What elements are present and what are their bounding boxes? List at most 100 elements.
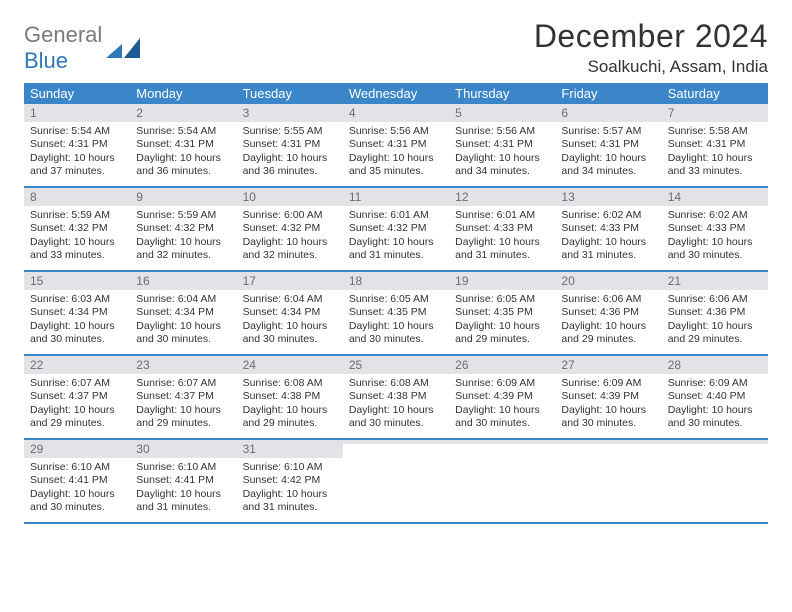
day-cell: 14Sunrise: 6:02 AMSunset: 4:33 PMDayligh… xyxy=(662,188,768,270)
sunset-text: Sunset: 4:41 PM xyxy=(30,474,124,487)
daylight-text: Daylight: 10 hours and 29 minutes. xyxy=(30,404,124,431)
day-cell xyxy=(343,440,449,522)
day-number: 5 xyxy=(449,104,555,122)
daylight-text: Daylight: 10 hours and 33 minutes. xyxy=(30,236,124,263)
weeks-container: 1Sunrise: 5:54 AMSunset: 4:31 PMDaylight… xyxy=(24,104,768,524)
sunset-text: Sunset: 4:31 PM xyxy=(243,138,337,151)
location-label: Soalkuchi, Assam, India xyxy=(534,57,768,77)
day-number: 25 xyxy=(343,356,449,374)
day-body: Sunrise: 5:54 AMSunset: 4:31 PMDaylight:… xyxy=(130,122,236,183)
day-cell: 10Sunrise: 6:00 AMSunset: 4:32 PMDayligh… xyxy=(237,188,343,270)
sunrise-text: Sunrise: 6:09 AM xyxy=(668,377,762,390)
day-cell: 2Sunrise: 5:54 AMSunset: 4:31 PMDaylight… xyxy=(130,104,236,186)
sunrise-text: Sunrise: 6:07 AM xyxy=(136,377,230,390)
day-body: Sunrise: 5:56 AMSunset: 4:31 PMDaylight:… xyxy=(343,122,449,183)
day-cell: 23Sunrise: 6:07 AMSunset: 4:37 PMDayligh… xyxy=(130,356,236,438)
sunrise-text: Sunrise: 6:03 AM xyxy=(30,293,124,306)
daylight-text: Daylight: 10 hours and 30 minutes. xyxy=(668,404,762,431)
day-cell: 3Sunrise: 5:55 AMSunset: 4:31 PMDaylight… xyxy=(237,104,343,186)
day-body: Sunrise: 5:59 AMSunset: 4:32 PMDaylight:… xyxy=(130,206,236,267)
sunset-text: Sunset: 4:31 PM xyxy=(30,138,124,151)
day-cell: 19Sunrise: 6:05 AMSunset: 4:35 PMDayligh… xyxy=(449,272,555,354)
sunset-text: Sunset: 4:35 PM xyxy=(455,306,549,319)
sunrise-text: Sunrise: 6:09 AM xyxy=(455,377,549,390)
sunrise-text: Sunrise: 6:08 AM xyxy=(349,377,443,390)
daylight-text: Daylight: 10 hours and 36 minutes. xyxy=(243,152,337,179)
day-cell: 31Sunrise: 6:10 AMSunset: 4:42 PMDayligh… xyxy=(237,440,343,522)
weekday-header: Monday xyxy=(130,83,236,104)
sunset-text: Sunset: 4:34 PM xyxy=(136,306,230,319)
day-cell: 17Sunrise: 6:04 AMSunset: 4:34 PMDayligh… xyxy=(237,272,343,354)
daylight-text: Daylight: 10 hours and 37 minutes. xyxy=(30,152,124,179)
weekday-header: Tuesday xyxy=(237,83,343,104)
day-body: Sunrise: 5:57 AMSunset: 4:31 PMDaylight:… xyxy=(555,122,661,183)
week-row: 29Sunrise: 6:10 AMSunset: 4:41 PMDayligh… xyxy=(24,440,768,524)
sunrise-text: Sunrise: 5:57 AM xyxy=(561,125,655,138)
daylight-text: Daylight: 10 hours and 29 minutes. xyxy=(136,404,230,431)
sunset-text: Sunset: 4:31 PM xyxy=(455,138,549,151)
day-cell: 9Sunrise: 5:59 AMSunset: 4:32 PMDaylight… xyxy=(130,188,236,270)
sunset-text: Sunset: 4:42 PM xyxy=(243,474,337,487)
day-body: Sunrise: 6:07 AMSunset: 4:37 PMDaylight:… xyxy=(24,374,130,435)
daylight-text: Daylight: 10 hours and 32 minutes. xyxy=(136,236,230,263)
sunset-text: Sunset: 4:36 PM xyxy=(561,306,655,319)
daylight-text: Daylight: 10 hours and 31 minutes. xyxy=(349,236,443,263)
day-number: 12 xyxy=(449,188,555,206)
logo-word-1: General xyxy=(24,22,102,47)
daylight-text: Daylight: 10 hours and 30 minutes. xyxy=(243,320,337,347)
day-cell: 12Sunrise: 6:01 AMSunset: 4:33 PMDayligh… xyxy=(449,188,555,270)
daylight-text: Daylight: 10 hours and 31 minutes. xyxy=(136,488,230,515)
weekday-header: Thursday xyxy=(449,83,555,104)
day-cell: 6Sunrise: 5:57 AMSunset: 4:31 PMDaylight… xyxy=(555,104,661,186)
day-number: 30 xyxy=(130,440,236,458)
sunrise-text: Sunrise: 5:58 AM xyxy=(668,125,762,138)
logo-word-2: Blue xyxy=(24,48,68,73)
day-body: Sunrise: 6:01 AMSunset: 4:32 PMDaylight:… xyxy=(343,206,449,267)
sunrise-text: Sunrise: 5:56 AM xyxy=(455,125,549,138)
sunset-text: Sunset: 4:31 PM xyxy=(136,138,230,151)
day-body: Sunrise: 6:02 AMSunset: 4:33 PMDaylight:… xyxy=(662,206,768,267)
day-number: 28 xyxy=(662,356,768,374)
sunset-text: Sunset: 4:32 PM xyxy=(243,222,337,235)
day-body: Sunrise: 6:08 AMSunset: 4:38 PMDaylight:… xyxy=(343,374,449,435)
weekday-header: Sunday xyxy=(24,83,130,104)
daylight-text: Daylight: 10 hours and 29 minutes. xyxy=(561,320,655,347)
day-number: 4 xyxy=(343,104,449,122)
day-number: 19 xyxy=(449,272,555,290)
sunset-text: Sunset: 4:32 PM xyxy=(349,222,443,235)
day-cell: 20 Sunrise: 6:06 AMSunset: 4:36 PMDayligh… xyxy=(555,272,661,354)
day-cell: 15Sunrise: 6:03 AMSunset: 4:34 PMDayligh… xyxy=(24,272,130,354)
sunrise-text: Sunrise: 6:06 AM xyxy=(561,293,655,306)
day-number: 8 xyxy=(24,188,130,206)
day-cell xyxy=(662,440,768,522)
day-cell: 13Sunrise: 6:02 AMSunset: 4:33 PMDayligh… xyxy=(555,188,661,270)
day-cell: 5 Sunrise: 5:56 AMSunset: 4:31 PMDaylight… xyxy=(449,104,555,186)
daylight-text: Daylight: 10 hours and 31 minutes. xyxy=(243,488,337,515)
day-number: 24 xyxy=(237,356,343,374)
sunset-text: Sunset: 4:31 PM xyxy=(668,138,762,151)
day-body: Sunrise: 5:55 AMSunset: 4:31 PMDaylight:… xyxy=(237,122,343,183)
daylight-text: Daylight: 10 hours and 30 minutes. xyxy=(30,488,124,515)
day-cell: 26Sunrise: 6:09 AMSunset: 4:39 PMDayligh… xyxy=(449,356,555,438)
day-number: 23 xyxy=(130,356,236,374)
day-number: 1 xyxy=(24,104,130,122)
day-number: 3 xyxy=(237,104,343,122)
title-block: December 2024 Soalkuchi, Assam, India xyxy=(534,18,768,77)
sunset-text: Sunset: 4:37 PM xyxy=(30,390,124,403)
daylight-text: Daylight: 10 hours and 35 minutes. xyxy=(349,152,443,179)
sunrise-text: Sunrise: 6:04 AM xyxy=(243,293,337,306)
daylight-text: Daylight: 10 hours and 34 minutes. xyxy=(561,152,655,179)
day-number: 20 xyxy=(555,272,661,290)
sunrise-text: Sunrise: 6:10 AM xyxy=(243,461,337,474)
daylight-text: Daylight: 10 hours and 34 minutes. xyxy=(455,152,549,179)
day-number: 7 xyxy=(662,104,768,122)
day-number: 18 xyxy=(343,272,449,290)
weekday-header: Wednesday xyxy=(343,83,449,104)
sunset-text: Sunset: 4:39 PM xyxy=(561,390,655,403)
weekday-header-row: Sunday Monday Tuesday Wednesday Thursday… xyxy=(24,83,768,104)
calendar-page: General Blue December 2024 Soalkuchi, As… xyxy=(0,0,792,534)
day-cell: 28Sunrise: 6:09 AMSunset: 4:40 PMDayligh… xyxy=(662,356,768,438)
day-body: Sunrise: 6:01 AMSunset: 4:33 PMDaylight:… xyxy=(449,206,555,267)
day-number: 14 xyxy=(662,188,768,206)
day-number: 6 xyxy=(555,104,661,122)
